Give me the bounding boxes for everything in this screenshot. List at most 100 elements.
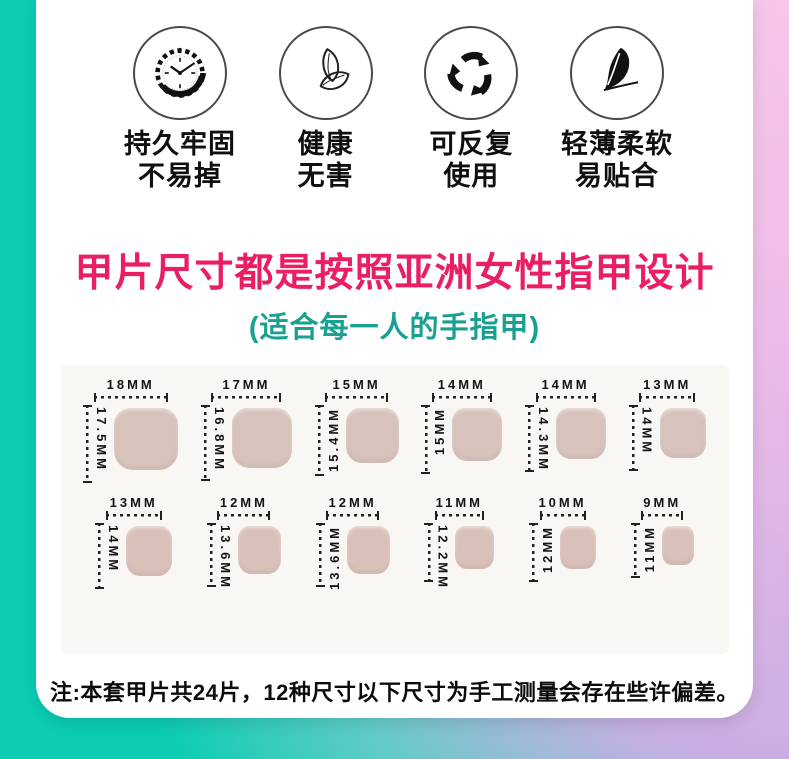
width-label: 14MM — [541, 376, 590, 392]
nail-size-cell: 11MM 12.2MM — [424, 494, 495, 590]
feature-line: 持久牢固 — [124, 129, 236, 159]
feature-line: 健康 — [297, 129, 354, 159]
height-label: 16.8MM — [211, 406, 227, 472]
width-label: 13MM — [643, 376, 692, 392]
width-dimension-line — [431, 392, 492, 402]
nail-size-cell: 15MM 15.4MM — [314, 376, 399, 476]
nail-size-cell: 13MM 14MM — [628, 376, 706, 471]
height-label: 14.3MM — [536, 406, 552, 472]
height-label: 15MM — [432, 406, 448, 455]
feature-label: 健康 无害 — [298, 129, 354, 193]
feature-reusable: 可反复 使用 — [401, 26, 541, 193]
feature-line: 使用 — [443, 160, 500, 191]
height-label: 13.6MM — [326, 524, 342, 590]
width-dimension-line — [326, 510, 380, 520]
height-dimension-line — [421, 404, 431, 474]
width-dimension-line — [217, 510, 271, 520]
nail-shape — [560, 525, 597, 569]
leaf-icon — [278, 26, 373, 120]
nail-shape — [345, 407, 399, 463]
nail-size-cell: 17MM 16.8MM — [200, 376, 292, 481]
feature-light: 轻薄柔软 易贴合 — [547, 26, 687, 193]
nail-shape — [659, 407, 706, 458]
page-title: 甲片尺寸都是按照亚洲女性指甲设计 — [74, 251, 715, 295]
clock-icon — [133, 26, 227, 120]
product-info-card: 持久牢固 不易掉 健康 无害 — [36, 0, 753, 718]
width-dimension-line — [93, 392, 168, 402]
width-label: 12MM — [219, 494, 268, 510]
nail-size-cell: 12MM 13.6MM — [315, 494, 390, 590]
feature-label: 轻薄柔软 易贴合 — [561, 129, 673, 193]
height-label: 12.2MM — [435, 524, 451, 590]
feature-label: 可反复 使用 — [429, 129, 513, 193]
nail-size-cell: 10MM 12MM — [529, 494, 597, 582]
nail-shape — [231, 407, 292, 468]
height-label: 14MM — [639, 406, 655, 455]
feature-healthy: 健康 无害 — [256, 26, 396, 193]
height-dimension-line — [529, 522, 539, 582]
recycle-icon — [424, 26, 519, 120]
height-label: 15.4MM — [325, 406, 341, 472]
size-chart-row-1: 18MM 17.5MM 17MM 16.8MM 15MM 15.4MM 14MM — [61, 377, 729, 483]
nail-shape — [237, 525, 281, 574]
feature-line: 可反复 — [429, 129, 514, 159]
width-dimension-line — [105, 510, 162, 520]
height-dimension-line — [424, 522, 434, 582]
nail-size-cell: 14MM 14.3MM — [525, 376, 607, 472]
width-dimension-line — [535, 392, 596, 402]
footer-note: 注:本套甲片共24片，12种尺寸以下尺寸为手工测量会存在些许偏差。 — [50, 679, 739, 705]
height-dimension-line — [315, 522, 325, 587]
nail-size-cell: 14MM 15MM — [421, 376, 503, 474]
height-label: 17.5MM — [94, 406, 110, 472]
width-label: 18MM — [106, 376, 155, 392]
page-subtitle: (适合每一人的手指甲) — [248, 311, 541, 344]
width-dimension-line — [211, 392, 282, 402]
nail-shape — [346, 525, 390, 574]
height-label: 12MM — [540, 524, 556, 573]
nail-shape — [452, 407, 503, 461]
feature-line: 不易掉 — [138, 160, 222, 191]
height-dimension-line — [83, 404, 93, 483]
width-label: 14MM — [437, 376, 486, 392]
height-dimension-line — [628, 404, 638, 471]
nail-shape — [126, 525, 173, 576]
width-dimension-line — [325, 392, 389, 402]
height-dimension-line — [630, 522, 640, 578]
height-dimension-line — [525, 404, 535, 472]
width-label: 13MM — [109, 494, 158, 510]
feature-durable: 持久牢固 不易掉 — [110, 26, 250, 193]
nail-shape — [114, 407, 179, 470]
size-chart-row-2: 13MM 14MM 12MM 13.6MM 12MM 13.6MM 11MM — [61, 495, 729, 590]
height-dimension-line — [206, 522, 216, 587]
width-label: 9MM — [643, 494, 682, 510]
feather-icon — [569, 26, 664, 120]
width-label: 12MM — [328, 494, 377, 510]
feature-line: 无害 — [297, 160, 354, 191]
feature-row: 持久牢固 不易掉 健康 无害 — [36, 0, 753, 193]
nail-shape — [661, 525, 694, 565]
feature-line: 易贴合 — [574, 160, 659, 191]
width-label: 11MM — [435, 494, 484, 510]
width-dimension-line — [539, 510, 586, 520]
nail-size-cell: 18MM 17.5MM — [83, 376, 179, 483]
nail-shape — [556, 407, 607, 459]
width-dimension-line — [639, 392, 696, 402]
nail-size-cell: 9MM 11MM — [630, 494, 694, 578]
feature-label: 持久牢固 不易掉 — [124, 129, 236, 193]
width-label: 17MM — [222, 376, 271, 392]
nail-shape — [455, 525, 495, 569]
size-chart-panel: 18MM 17.5MM 17MM 16.8MM 15MM 15.4MM 14MM — [60, 364, 729, 654]
feature-line: 轻薄柔软 — [560, 129, 673, 159]
height-label: 11MM — [641, 524, 657, 573]
nail-size-cell: 12MM 13.6MM — [206, 494, 281, 590]
width-label: 15MM — [332, 376, 381, 392]
nail-size-cell: 13MM 14MM — [95, 494, 173, 589]
width-label: 10MM — [538, 494, 587, 510]
width-dimension-line — [641, 510, 684, 520]
width-dimension-line — [434, 510, 484, 520]
height-label: 14MM — [106, 524, 122, 573]
height-dimension-line — [95, 522, 105, 589]
height-dimension-line — [314, 404, 324, 476]
height-dimension-line — [200, 404, 210, 481]
height-label: 13.6MM — [217, 524, 233, 590]
